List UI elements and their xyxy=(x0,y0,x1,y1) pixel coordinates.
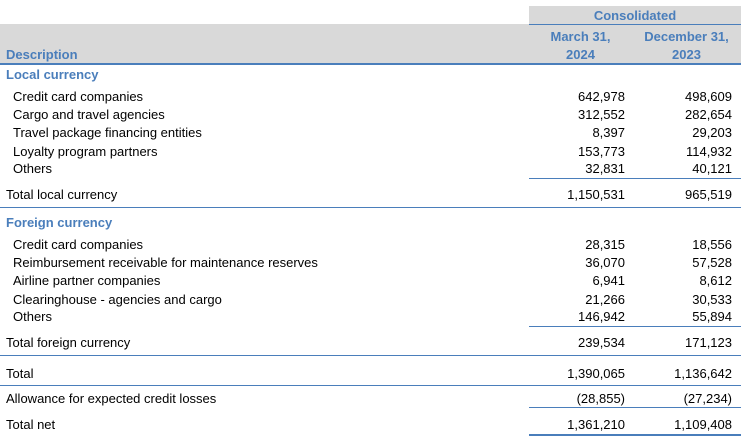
grand-total-2024: 1,390,065 xyxy=(567,366,625,381)
consolidated-band xyxy=(529,6,741,24)
allowance-2024: (28,855) xyxy=(576,391,625,406)
header-band xyxy=(0,24,741,64)
col1-header-line1: March 31, xyxy=(550,29,611,44)
row-label: Clearinghouse - agencies and cargo xyxy=(13,292,222,307)
col1-header-line2: 2024 xyxy=(566,47,595,62)
row-label: Travel package financing entities xyxy=(13,125,202,140)
grand-total-2023: 1,136,642 xyxy=(674,366,732,381)
total-foreign-2024: 239,534 xyxy=(578,335,625,350)
row-value-2023: 498,609 xyxy=(685,89,732,104)
grand-total-label: Total xyxy=(6,366,34,381)
row-value-2023: 114,932 xyxy=(685,144,732,159)
subtotal-rule-2024 xyxy=(529,407,632,408)
consolidated-label: Consolidated xyxy=(593,8,677,23)
total-local-2023: 965,519 xyxy=(685,187,732,202)
row-label: Credit card companies xyxy=(13,89,144,104)
row-value-2024: 146,942 xyxy=(578,309,625,324)
separator-rule xyxy=(0,385,741,386)
total-local-label: Total local currency xyxy=(6,187,118,202)
row-value-2023: 40,121 xyxy=(692,161,732,176)
subtotal-rule-2024 xyxy=(529,178,632,179)
row-label: Loyalty program partners xyxy=(13,144,158,159)
row-value-2024: 6,941 xyxy=(592,273,625,288)
row-label: Cargo and travel agencies xyxy=(13,107,165,122)
row-value-2023: 29,203 xyxy=(692,125,732,140)
row-value-2024: 28,315 xyxy=(585,237,625,252)
double-rule-2023 xyxy=(632,434,741,436)
total-local-2024: 1,150,531 xyxy=(567,187,625,202)
col2-header-line2: 2023 xyxy=(672,47,701,62)
row-label: Others xyxy=(13,161,53,176)
col2-header-line1: December 31, xyxy=(644,29,729,44)
total-net-2023: 1,109,408 xyxy=(674,417,732,432)
row-value-2023: 18,556 xyxy=(692,237,732,252)
description-header: Description xyxy=(6,47,78,62)
row-label: Others xyxy=(13,309,53,324)
row-value-2023: 57,528 xyxy=(692,255,732,270)
row-value-2024: 36,070 xyxy=(585,255,625,270)
row-value-2023: 282,654 xyxy=(685,107,732,122)
subtotal-rule-2023 xyxy=(632,326,741,327)
total-net-2024: 1,361,210 xyxy=(567,417,625,432)
separator-rule xyxy=(0,207,741,208)
row-value-2024: 153,773 xyxy=(578,144,625,159)
total-foreign-label: Total foreign currency xyxy=(6,335,131,350)
row-value-2023: 30,533 xyxy=(692,292,732,307)
row-label: Reimbursement receivable for maintenance… xyxy=(13,255,318,270)
row-value-2023: 8,612 xyxy=(699,273,732,288)
row-value-2024: 312,552 xyxy=(578,107,625,122)
section-local-currency: Local currency xyxy=(6,67,99,82)
double-rule-2024 xyxy=(529,434,632,436)
row-label: Airline partner companies xyxy=(13,273,161,288)
consolidated-underline xyxy=(529,24,741,25)
subtotal-rule-2023 xyxy=(632,407,741,408)
row-label: Credit card companies xyxy=(13,237,144,252)
subtotal-rule-2023 xyxy=(632,178,741,179)
header-bottom-rule xyxy=(0,63,741,65)
row-value-2023: 55,894 xyxy=(692,309,732,324)
total-net-label: Total net xyxy=(6,417,56,432)
row-value-2024: 8,397 xyxy=(592,125,625,140)
subtotal-rule-2024 xyxy=(529,326,632,327)
allowance-2023: (27,234) xyxy=(683,391,732,406)
separator-rule xyxy=(0,355,741,356)
row-value-2024: 642,978 xyxy=(578,89,625,104)
row-value-2024: 21,266 xyxy=(585,292,625,307)
allowance-label: Allowance for expected credit losses xyxy=(6,391,217,406)
row-value-2024: 32,831 xyxy=(585,161,625,176)
section-foreign-currency: Foreign currency xyxy=(6,215,113,230)
total-foreign-2023: 171,123 xyxy=(685,335,732,350)
